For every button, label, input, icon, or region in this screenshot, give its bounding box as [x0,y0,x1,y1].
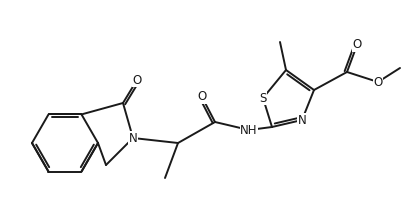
Text: O: O [373,75,383,89]
Text: N: N [129,131,137,145]
Text: NH: NH [240,123,258,137]
Text: S: S [259,91,267,105]
Text: O: O [197,91,207,103]
Text: O: O [132,73,142,87]
Text: O: O [352,38,362,52]
Text: N: N [297,113,307,127]
